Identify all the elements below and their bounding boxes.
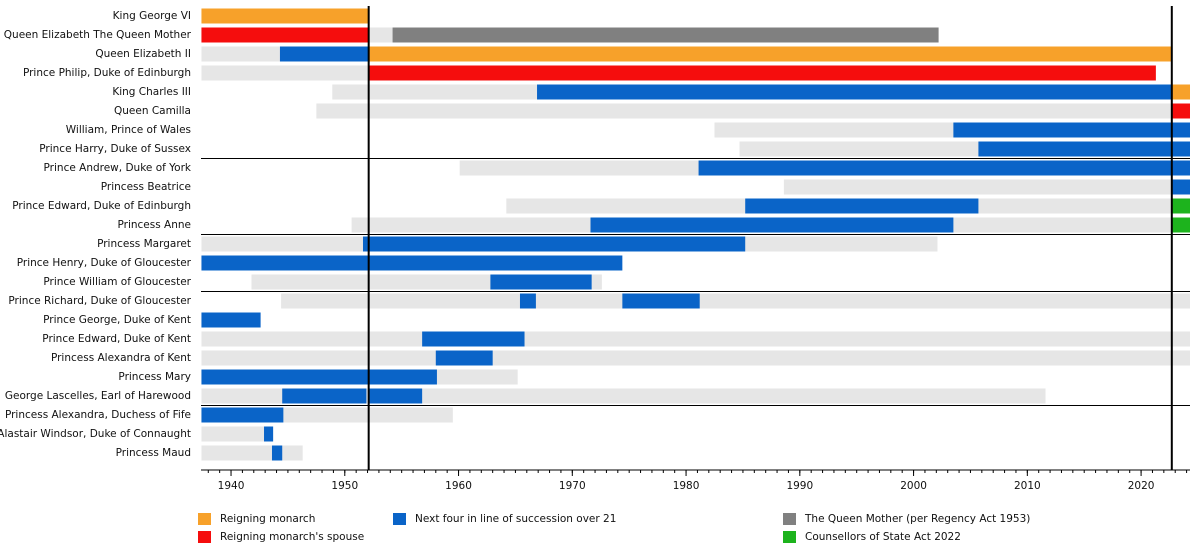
span-bar [590, 217, 954, 233]
eligible-span [201, 331, 1191, 347]
span-bar [1171, 103, 1190, 119]
span-bar [368, 388, 423, 404]
row-label: Prince Richard, Duke of Gloucester [8, 295, 191, 307]
span-bar [698, 160, 1190, 176]
span-bar [264, 426, 274, 442]
eligible-span [201, 445, 303, 461]
x-tick-label: 1970 [559, 480, 586, 492]
span-bar [978, 141, 1190, 157]
eligible-span [316, 103, 1172, 119]
row-label: King George VI [113, 10, 191, 22]
legend-swatch [783, 513, 796, 525]
row-label: Prince Harry, Duke of Sussex [39, 143, 191, 155]
row-label: William, Prince of Wales [66, 124, 191, 136]
span-bar [368, 65, 1156, 81]
row-label: Princess Margaret [97, 238, 191, 250]
row-label: Princess Mary [118, 371, 191, 383]
eligible-span [201, 426, 274, 442]
row-label: Prince Andrew, Duke of York [44, 162, 192, 174]
x-tick-label: 2010 [1014, 480, 1041, 492]
span-bar [622, 293, 700, 309]
eligible-span [201, 350, 1191, 366]
row-label: Prince Henry, Duke of Gloucester [17, 257, 192, 269]
row-label: Princess Anne [118, 219, 192, 231]
span-bar [201, 8, 369, 24]
legend-swatch [783, 531, 796, 543]
span-bar [201, 369, 437, 385]
span-bar [201, 27, 369, 43]
x-tick-label: 1940 [218, 480, 245, 492]
span-bar [279, 46, 369, 62]
span-bar [745, 198, 979, 214]
span-bar [368, 46, 1172, 62]
span-bar [282, 388, 367, 404]
row-label: King Charles III [112, 86, 191, 98]
legend-label: Reigning monarch [220, 513, 315, 525]
span-bar [490, 274, 592, 290]
row-label: George Lascelles, Earl of Harewood [5, 390, 191, 402]
row-label: Alastair Windsor, Duke of Connaught [0, 428, 191, 440]
span-bar [435, 350, 493, 366]
legend-swatch [198, 531, 211, 543]
legend-label: Counsellors of State Act 2022 [805, 531, 961, 543]
legend-swatch [198, 513, 211, 525]
span-bar [1171, 198, 1190, 214]
span-bar [201, 255, 623, 271]
eligible-span [783, 179, 1172, 195]
row-label: Queen Elizabeth The Queen Mother [4, 29, 192, 41]
row-label: Queen Camilla [114, 105, 191, 117]
span-bar [422, 331, 525, 347]
span-bar [1171, 84, 1190, 100]
row-label: Prince Philip, Duke of Edinburgh [23, 67, 191, 79]
span-bar [1171, 217, 1190, 233]
eligible-span [201, 65, 369, 81]
x-tick-label: 1960 [445, 480, 472, 492]
span-bar [537, 84, 1172, 100]
span-bar [392, 27, 939, 43]
row-label: Prince Edward, Duke of Edinburgh [12, 200, 191, 212]
row-label: Princess Alexandra, Duchess of Fife [5, 409, 191, 421]
span-bar [953, 122, 1190, 138]
row-label: Princess Maud [116, 447, 191, 459]
x-tick-label: 1980 [673, 480, 700, 492]
legend-label: The Queen Mother (per Regency Act 1953) [804, 513, 1030, 525]
x-tick-label: 1990 [786, 480, 813, 492]
legend-swatch [393, 513, 406, 525]
span-bar [1171, 179, 1190, 195]
x-tick-label: 2000 [900, 480, 927, 492]
row-label: Princess Beatrice [101, 181, 191, 193]
row-label: Prince George, Duke of Kent [43, 314, 191, 326]
row-label: Prince Edward, Duke of Kent [42, 333, 191, 345]
span-bar [201, 312, 261, 328]
legend-label: Next four in line of succession over 21 [415, 513, 616, 525]
row-label: Princess Alexandra of Kent [51, 352, 191, 364]
span-bar [201, 407, 284, 423]
legend-label: Reigning monarch's spouse [220, 531, 364, 543]
span-bar [362, 236, 746, 252]
span-bar [271, 445, 283, 461]
x-tick-label: 1950 [331, 480, 358, 492]
x-tick-label: 2020 [1128, 480, 1155, 492]
row-label: Queen Elizabeth II [95, 48, 191, 60]
row-label: Prince William of Gloucester [43, 276, 191, 288]
span-bar [519, 293, 536, 309]
eligible-span [281, 293, 1190, 309]
